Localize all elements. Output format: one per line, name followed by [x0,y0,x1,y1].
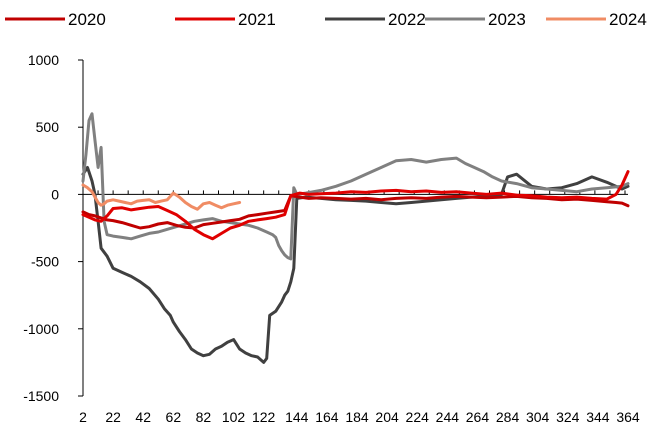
series-line-2023 [81,112,630,261]
x-tick-label: 2 [79,409,87,422]
x-tick-label: 284 [496,409,520,422]
legend-label-2022: 2022 [388,10,426,29]
legend-label-2024: 2024 [609,10,647,29]
y-tick-label: -500 [31,254,59,270]
x-tick-label: 22 [105,409,121,422]
x-tick-label: 82 [196,409,212,422]
y-tick-label: -1500 [23,388,59,404]
legend: 2020 2021 2022 2023 2024 [5,10,647,29]
x-tick-label: 224 [406,409,430,422]
y-tick-label: 1000 [28,52,59,68]
x-tick-label: 364 [616,409,640,422]
x-tick-label: 244 [436,409,460,422]
x-tick-label: 62 [166,409,182,422]
series-line-2021 [81,170,630,241]
y-tick-label: 0 [51,186,59,202]
x-tick-label: 204 [375,409,399,422]
y-tick-label: 500 [36,119,60,135]
y-tick-label: -1000 [23,321,59,337]
x-tick-label: 102 [222,409,246,422]
x-tick-label: 122 [252,409,276,422]
x-tick-label: 184 [345,409,369,422]
x-tick-label: 304 [526,409,550,422]
x-tick-label: 264 [466,409,490,422]
x-tick-label: 324 [556,409,580,422]
plot-area [81,112,630,364]
legend-label-2021: 2021 [238,10,276,29]
legend-label-2020: 2020 [68,10,106,29]
x-tick-label: 344 [586,409,610,422]
legend-label-2023: 2023 [488,10,526,29]
series-line-2024 [81,183,242,211]
series-line-2022 [81,166,630,364]
x-tick-label: 144 [285,409,309,422]
x-tick-label: 42 [135,409,151,422]
x-tick-label: 164 [315,409,339,422]
